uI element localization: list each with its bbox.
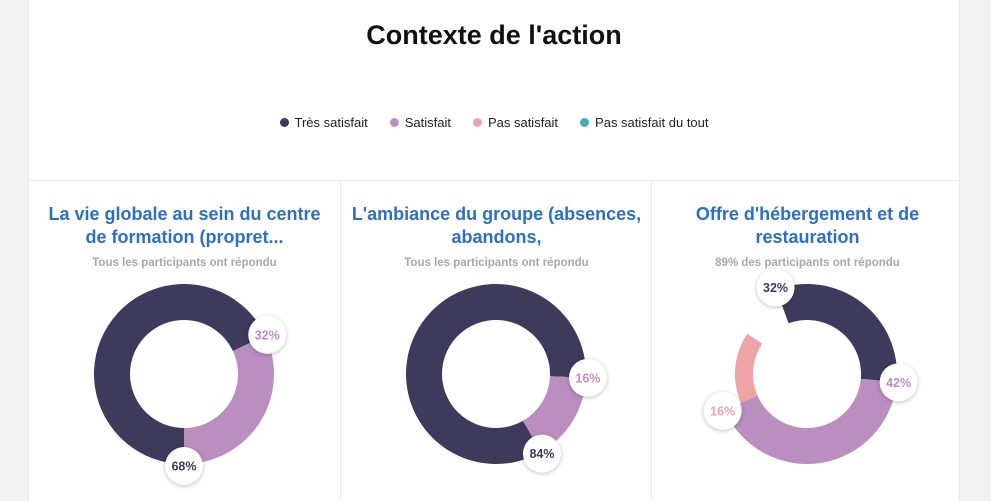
slice-label: 16% (568, 358, 607, 397)
legend-dot-icon (580, 118, 590, 127)
satisfaction-card: Contexte de l'action Très satisfait Sati… (28, 0, 960, 501)
slice-label: 16% (703, 391, 742, 430)
donut-slice[interactable] (735, 333, 763, 403)
page-title: Contexte de l'action (366, 20, 622, 50)
slice-label: 42% (879, 363, 918, 402)
slice-label-bubble (165, 447, 203, 485)
chart-title: La vie globale au sein du centre de form… (48, 204, 321, 247)
chart-title: Offre d'hébergement et de restauration (695, 204, 920, 247)
chart-subtitle: Tous les participants ont répondu (404, 257, 589, 269)
slice-label-text: 32% (763, 281, 788, 295)
slice-label: 32% (248, 315, 287, 354)
legend-dot-icon (279, 118, 289, 127)
legend-label: Pas satisfait du tout (595, 115, 709, 130)
chart-panel-ambiance: L'ambiance du groupe (absences, abandons… (340, 181, 652, 501)
legend-dot-icon (389, 118, 399, 127)
slice-label-bubble (523, 434, 561, 473)
chart-subtitle: 89% des participants ont répondu (715, 257, 900, 269)
slice-label: 84% (523, 434, 561, 473)
donut-chart: 68% 32% (93, 284, 287, 485)
slice-label-bubble (568, 358, 607, 397)
slice-label-text: 16% (575, 371, 600, 385)
donut-slice[interactable] (93, 284, 266, 464)
donut-chart: 84% 16% (406, 284, 607, 473)
slice-label-text: 42% (886, 376, 911, 390)
slice-label: 32% (756, 268, 795, 307)
slice-label-text: 16% (710, 404, 735, 418)
divider (29, 180, 959, 181)
slice-label-bubble (248, 315, 287, 354)
donut-slice[interactable] (776, 284, 897, 383)
slice-label-bubble (756, 268, 795, 307)
legend-item-tres-satisfait[interactable]: Très satisfait (279, 115, 368, 130)
chart-title: L'ambiance du groupe (absences, abandons… (351, 204, 642, 247)
slice-label-text: 68% (171, 460, 196, 474)
legend-label: Pas satisfait (487, 115, 559, 130)
chart-panel-hebergement: Offre d'hébergement et de restauration 8… (651, 181, 963, 501)
slice-label-bubble (703, 391, 742, 430)
slice-label-text: 84% (529, 447, 554, 461)
legend-dot-icon (472, 118, 482, 127)
legend-label: Satisfait (404, 115, 451, 130)
legend-item-pas-satisfait[interactable]: Pas satisfait (472, 115, 559, 130)
slice-label-bubble (879, 363, 918, 402)
donut-chart: 32% 42% 16% (703, 268, 918, 465)
donut-slice[interactable] (406, 284, 586, 464)
chart-subtitle: Tous les participants ont répondu (92, 257, 277, 269)
slice-label: 68% (165, 447, 203, 485)
donut-slice[interactable] (523, 376, 586, 452)
donut-slice[interactable] (724, 378, 897, 465)
legend-label: Très satisfait (294, 115, 368, 130)
legend-item-satisfait[interactable]: Satisfait (389, 115, 451, 130)
slice-label-text: 32% (255, 328, 280, 342)
legend: Très satisfait Satisfait Pas satisfait P… (29, 115, 959, 130)
donut-slice[interactable] (184, 335, 274, 464)
legend-item-pas-satisfait-du-tout[interactable]: Pas satisfait du tout (580, 115, 709, 130)
chart-panel-vie-globale: La vie globale au sein du centre de form… (29, 181, 340, 501)
